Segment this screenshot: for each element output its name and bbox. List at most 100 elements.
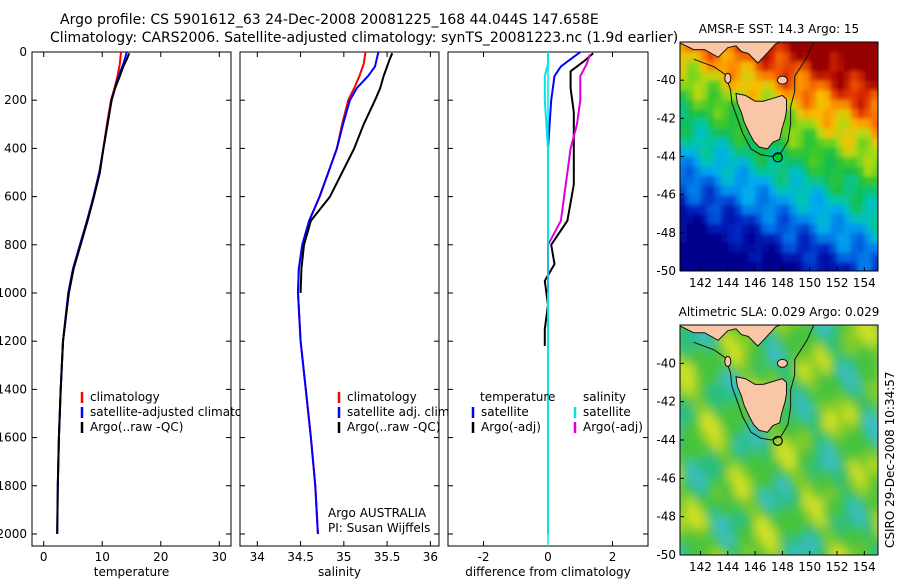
map-cell xyxy=(830,251,838,263)
map-cell xyxy=(680,166,688,177)
map-cell xyxy=(864,535,872,547)
map-cell xyxy=(830,99,838,110)
map-cell xyxy=(741,242,749,253)
map-cell xyxy=(830,80,838,91)
map-cell xyxy=(809,156,818,167)
map-cell xyxy=(714,118,722,129)
map-cell xyxy=(796,516,804,527)
map-cell xyxy=(680,223,688,234)
map-cell xyxy=(809,545,818,555)
map-cell xyxy=(816,382,824,393)
map-cell xyxy=(686,449,695,460)
map-cell xyxy=(857,51,865,62)
map-cell xyxy=(809,392,818,403)
map-cell xyxy=(830,449,838,460)
map-cell xyxy=(809,204,818,215)
map-cell xyxy=(837,242,845,253)
series-line-argo-raw-qc- xyxy=(299,52,394,294)
map-cell xyxy=(857,420,865,432)
map-cell xyxy=(761,194,770,205)
map-cell xyxy=(871,185,878,196)
map-cell xyxy=(837,42,845,53)
mainland-coast xyxy=(680,325,820,347)
map-cell xyxy=(748,194,756,205)
map-cell xyxy=(789,459,797,470)
map-cell xyxy=(686,194,695,205)
map-cell xyxy=(864,166,872,177)
map-cell xyxy=(796,127,804,139)
map-cell xyxy=(755,251,763,263)
map-cell xyxy=(680,535,681,547)
map-cell xyxy=(775,459,784,470)
map-cell xyxy=(720,223,729,234)
map-cell xyxy=(741,213,749,224)
map-cell xyxy=(693,175,702,186)
map-cell xyxy=(802,334,811,345)
map-cell xyxy=(768,185,777,196)
map-cell xyxy=(871,353,878,364)
map-cell xyxy=(809,497,818,508)
map-cell xyxy=(680,146,688,158)
map-cell xyxy=(830,261,838,271)
map-cell xyxy=(741,89,749,100)
map-cell xyxy=(830,526,838,537)
map-cell xyxy=(680,251,688,263)
map-cell xyxy=(857,232,865,243)
map-cell xyxy=(823,430,831,441)
map-cell xyxy=(871,232,878,243)
map-cell xyxy=(871,42,878,53)
map-cell xyxy=(871,516,878,527)
map-cell xyxy=(700,487,708,499)
map-cell xyxy=(796,194,804,205)
map-cell xyxy=(775,137,784,148)
map-cell xyxy=(830,232,838,243)
map-cell xyxy=(850,459,859,470)
map-cell xyxy=(741,261,749,271)
map-cell xyxy=(850,526,859,537)
map-cell xyxy=(837,194,845,205)
map-cell xyxy=(686,156,695,167)
map-cell xyxy=(727,261,736,271)
map-cell xyxy=(714,251,722,263)
map-cell xyxy=(850,118,859,129)
map-cell xyxy=(850,497,859,508)
map-cell xyxy=(755,353,763,364)
map-cell xyxy=(871,204,878,215)
map-cell xyxy=(864,61,872,72)
map-cell xyxy=(686,232,695,243)
map-cell xyxy=(755,175,763,186)
map-cell xyxy=(843,242,852,253)
legend-label: satellite adj. clim. xyxy=(347,405,453,419)
map-cell xyxy=(850,487,859,499)
map-cell xyxy=(871,99,878,110)
map-cell xyxy=(871,401,878,412)
map-cell xyxy=(686,51,695,62)
map-cell xyxy=(727,137,736,148)
map-cell xyxy=(843,372,852,384)
map-cell xyxy=(802,156,811,167)
map-cell xyxy=(802,459,811,470)
map-cell xyxy=(850,166,859,177)
map-cell xyxy=(850,137,859,148)
map-cell xyxy=(789,61,797,72)
map-cell xyxy=(775,194,784,205)
map-cell xyxy=(850,411,859,422)
map-cell xyxy=(857,242,865,253)
map-cell xyxy=(755,89,763,100)
map-cell xyxy=(693,118,702,129)
map-cell xyxy=(741,334,749,345)
map-cell xyxy=(720,175,729,186)
map-cell xyxy=(850,478,859,489)
map-cell xyxy=(796,449,804,460)
map-cell xyxy=(864,440,872,451)
x-axis-label: salinity xyxy=(318,565,361,579)
map-cell xyxy=(864,459,872,470)
x-tick-label: 36 xyxy=(423,550,438,564)
map-x-tick-label: 148 xyxy=(771,276,794,290)
map-cell xyxy=(741,127,749,139)
map-cell xyxy=(768,61,777,72)
map-cell xyxy=(748,478,756,489)
map-cell xyxy=(680,420,681,432)
map-cell xyxy=(755,497,763,508)
map-cell xyxy=(864,127,872,139)
